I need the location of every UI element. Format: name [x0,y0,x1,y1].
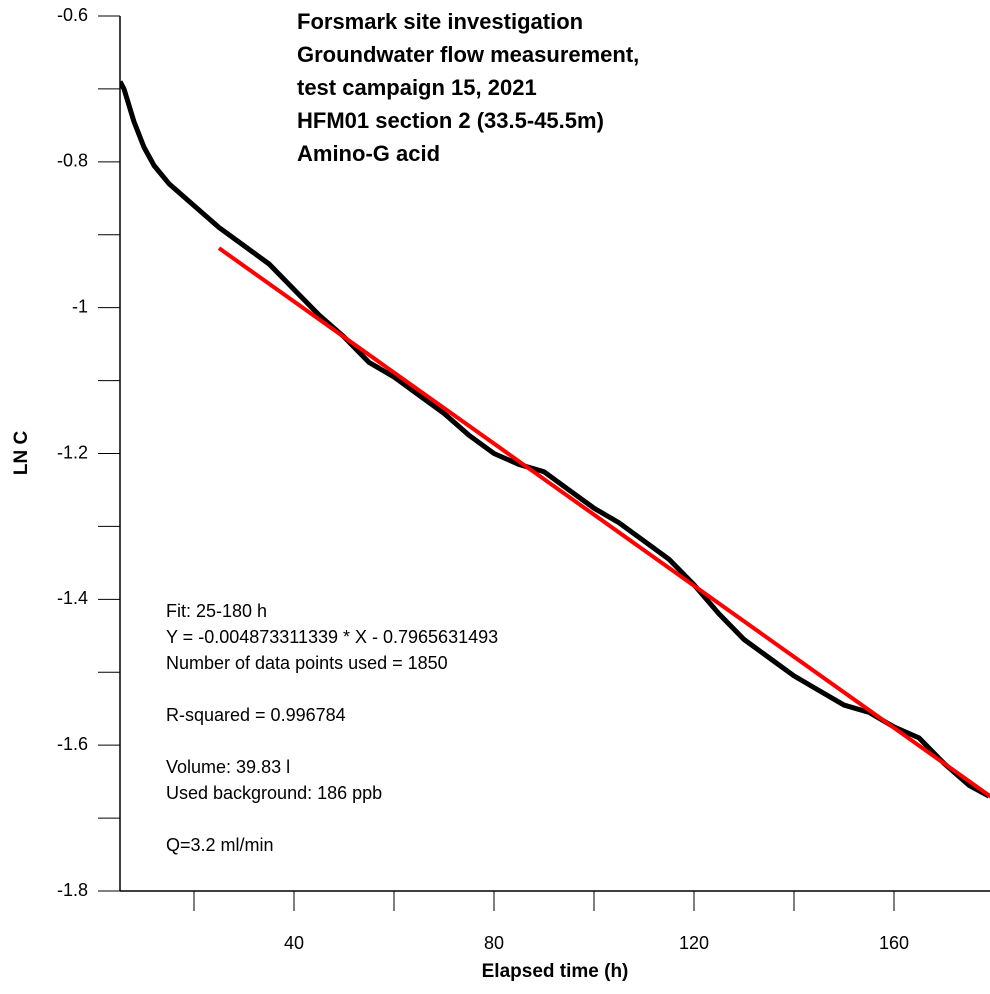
x-tick-label: 120 [679,933,709,953]
y-tick-label: -1.4 [57,588,88,608]
chart-title: Amino-G acid [297,141,440,166]
y-tick-label: -0.6 [57,5,88,25]
y-tick-label: -1.6 [57,734,88,754]
chart-title: Forsmark site investigation [297,9,583,34]
data-line [120,80,990,799]
y-tick-label: -1.2 [57,442,88,462]
annotation: Used background: 186 ppb [166,783,382,803]
x-tick-label: 160 [879,933,909,953]
annotation: Volume: 39.83 l [166,757,290,777]
annotation: R-squared = 0.996784 [166,705,346,725]
annotation: Q=3.2 ml/min [166,835,274,855]
y-tick-label: -0.8 [57,151,88,171]
y-tick-label: -1 [72,296,88,316]
chart-title: test campaign 15, 2021 [297,75,537,100]
annotation: Fit: 25-180 h [166,601,267,621]
y-axis-label: LN C [11,431,32,476]
x-axis-label: Elapsed time (h) [482,961,629,982]
x-tick-label: 40 [284,933,304,953]
plot-area [120,80,990,799]
x-tick-label: 80 [484,933,504,953]
annotation: Number of data points used = 1850 [166,653,448,673]
chart-title: HFM01 section 2 (33.5-45.5m) [297,108,604,133]
chart-title: Groundwater flow measurement, [297,42,639,67]
fit-line [217,246,990,799]
annotation: Y = -0.004873311339 * X - 0.7965631493 [166,627,498,647]
y-tick-label: -1.8 [57,880,88,900]
